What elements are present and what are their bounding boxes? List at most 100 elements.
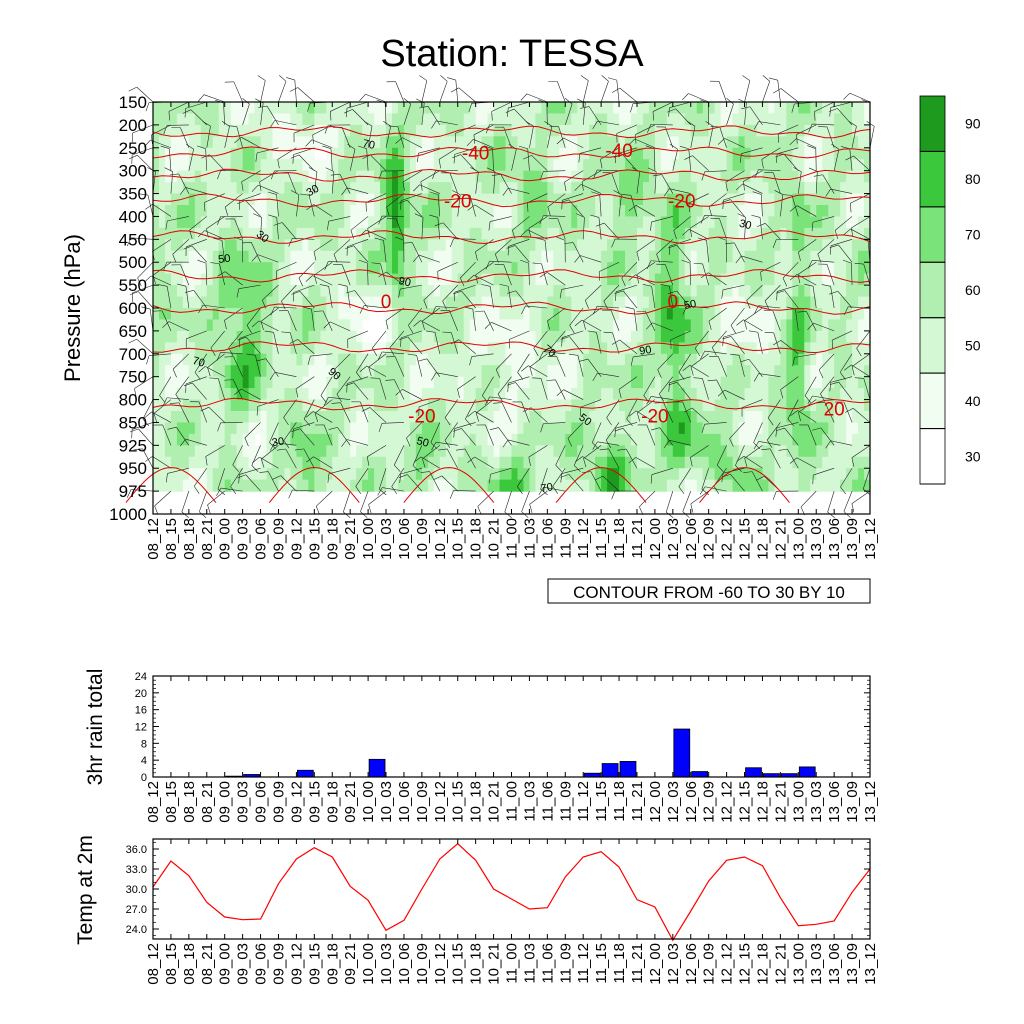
wind-barb — [458, 87, 476, 103]
rh-cell — [296, 216, 303, 229]
rh-cell — [660, 330, 668, 343]
wind-barb — [328, 261, 351, 263]
wind-barb — [329, 321, 351, 332]
rh-cell — [517, 285, 525, 298]
rh-cell — [439, 376, 447, 389]
rh-cell — [732, 456, 740, 469]
rh-cell — [810, 479, 817, 492]
wind-barb-flag — [848, 121, 857, 127]
rh-cell — [463, 342, 471, 355]
rh-cell — [314, 159, 321, 172]
rh-cell — [798, 388, 805, 401]
rh-cell — [158, 353, 166, 366]
rh-cell — [254, 330, 262, 343]
rh-cell — [696, 376, 704, 389]
rh-cell — [666, 250, 674, 263]
wind-barb — [744, 102, 747, 125]
rh-cell — [613, 159, 620, 172]
rh-cell — [350, 388, 357, 401]
wind-barb — [225, 271, 243, 286]
rh-cell — [421, 262, 429, 275]
rh-cell — [565, 479, 572, 492]
rh-cell — [445, 479, 453, 492]
rh-cell — [218, 159, 226, 172]
rh-cell — [744, 285, 752, 298]
wind-barb-flag — [854, 263, 864, 265]
rh-cell — [200, 445, 208, 458]
rh-cell — [182, 205, 190, 218]
rh-cell — [553, 239, 560, 252]
rh-cell — [529, 273, 536, 286]
rh-cell — [810, 456, 817, 469]
rh-cell — [224, 330, 232, 343]
rh-cell — [284, 445, 292, 458]
rh-cell — [553, 147, 560, 160]
rh-cell — [636, 411, 644, 424]
rh-cell — [517, 193, 525, 206]
wind-barb-flag — [217, 216, 221, 226]
rh-cell — [427, 124, 435, 137]
rh-cell — [320, 102, 327, 115]
wind-barb-flag — [782, 194, 792, 196]
rh-cell — [553, 227, 560, 240]
rh-cell — [224, 399, 232, 412]
rh-cell — [720, 182, 728, 195]
rh-cell — [702, 342, 710, 355]
rh-cell — [541, 445, 548, 458]
rh-cell — [864, 422, 871, 435]
rh-cell — [834, 411, 841, 424]
rh-cell — [463, 433, 471, 446]
rh-cell — [822, 159, 829, 172]
rh-cell — [696, 262, 704, 275]
rh-cell — [284, 227, 292, 240]
rh-cell — [505, 308, 513, 321]
rh-cell — [463, 262, 471, 275]
rh-cell — [266, 182, 274, 195]
rh-cell — [164, 159, 172, 172]
rh-cell — [499, 102, 507, 115]
rh-cell — [660, 205, 668, 218]
rh-cell — [290, 136, 297, 149]
wind-barb-flag — [126, 237, 132, 247]
rh-cell — [858, 250, 865, 263]
rh-cell — [732, 124, 740, 137]
rh-cell — [493, 147, 501, 160]
rh-cell — [427, 239, 435, 252]
rh-cell — [690, 113, 698, 126]
rh-cell — [278, 170, 286, 183]
rh-cell — [332, 399, 339, 412]
rh-cell — [732, 422, 740, 435]
rh-cell — [368, 239, 375, 252]
rh-cell — [864, 216, 871, 229]
wind-barb — [760, 194, 763, 217]
rh-cell — [254, 422, 262, 435]
wind-barb-flag — [412, 254, 420, 263]
rh-cell — [499, 273, 507, 286]
rh-cell — [158, 296, 166, 309]
rh-cell — [714, 239, 722, 252]
rh-cell — [720, 468, 728, 481]
rh-cell — [158, 205, 166, 218]
rh-cell — [475, 136, 483, 149]
rh-cell — [858, 319, 865, 332]
rh-cell — [708, 468, 716, 481]
rh-cell — [170, 479, 178, 492]
wind-barb — [652, 322, 673, 332]
rh-cell — [583, 227, 590, 240]
wind-barb — [385, 307, 405, 321]
rh-cell — [684, 250, 692, 263]
rh-cell — [182, 239, 190, 252]
rh-cell — [188, 388, 196, 401]
rh-cell — [589, 330, 596, 343]
rh-cell — [182, 456, 190, 469]
rh-cell — [230, 250, 238, 263]
rh-cell — [200, 250, 208, 263]
rh-cell — [206, 159, 214, 172]
rh-cell — [780, 136, 787, 149]
rh-cell — [475, 388, 483, 401]
rh-cell — [696, 468, 704, 481]
rh-cell — [708, 216, 716, 229]
rh-cell — [732, 468, 740, 481]
rh-cell — [236, 399, 244, 412]
rh-cell — [607, 399, 614, 412]
